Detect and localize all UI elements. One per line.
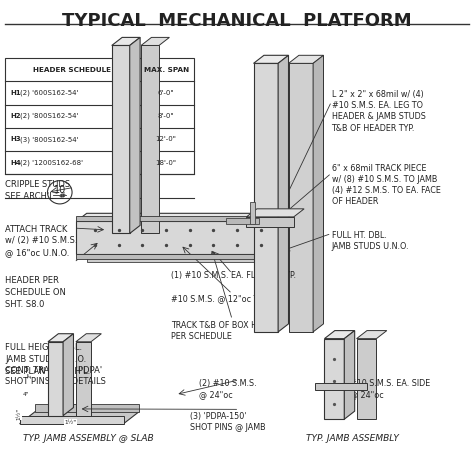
- Text: (1) #10 S.M.S. EA. FLANGE TYP.: (1) #10 S.M.S. EA. FLANGE TYP.: [171, 272, 296, 281]
- Text: H4: H4: [10, 160, 21, 166]
- Polygon shape: [112, 45, 130, 233]
- Text: L 2" x 2" x 68mil w/ (4)
#10 S.M.S. EA. LEG TO
HEADER & JAMB STUDS
T&B OF HEADER: L 2" x 2" x 68mil w/ (4) #10 S.M.S. EA. …: [331, 90, 425, 132]
- Text: 1½": 1½": [16, 408, 21, 420]
- Polygon shape: [141, 45, 159, 233]
- Text: MAX. SPAN: MAX. SPAN: [144, 66, 189, 73]
- Polygon shape: [141, 37, 169, 45]
- Polygon shape: [289, 55, 323, 63]
- Text: TRACK T&B OF BOX HEADER
PER SCHEDULE: TRACK T&B OF BOX HEADER PER SCHEDULE: [171, 321, 284, 341]
- Text: #10 S.M.S. EA. SIDE
@ 24"oc: #10 S.M.S. EA. SIDE @ 24"oc: [350, 379, 431, 399]
- Text: HEADER SCHEDULE: HEADER SCHEDULE: [33, 66, 110, 73]
- Polygon shape: [76, 334, 101, 342]
- Text: (3) '800S162-54': (3) '800S162-54': [19, 136, 78, 143]
- Text: H3: H3: [10, 136, 21, 142]
- Text: TYP. JAMB ASSEMBLY @ SLAB: TYP. JAMB ASSEMBLY @ SLAB: [23, 434, 154, 443]
- Polygon shape: [19, 416, 124, 424]
- Polygon shape: [76, 216, 270, 221]
- Polygon shape: [19, 412, 139, 424]
- Polygon shape: [76, 254, 270, 259]
- Polygon shape: [324, 339, 344, 419]
- Text: CRIPPLE STUDS
SEE ARCH'L. #: CRIPPLE STUDS SEE ARCH'L. #: [5, 180, 71, 201]
- Polygon shape: [254, 55, 289, 63]
- Polygon shape: [278, 55, 289, 332]
- Text: 4": 4": [23, 392, 29, 397]
- Polygon shape: [63, 334, 73, 416]
- Text: 12'-0": 12'-0": [155, 136, 176, 142]
- Polygon shape: [289, 63, 313, 332]
- Text: #10 S.M.S. @ 12"oc TYP.: #10 S.M.S. @ 12"oc TYP.: [171, 294, 269, 303]
- Polygon shape: [87, 221, 291, 229]
- Polygon shape: [254, 63, 278, 332]
- Text: 18'-0": 18'-0": [155, 160, 177, 166]
- Bar: [5, 58, 194, 174]
- Text: TYP. JAMB ASSEMBLY: TYP. JAMB ASSEMBLY: [306, 434, 399, 443]
- Text: TYPICAL  MECHANICAL  PLATFORM: TYPICAL MECHANICAL PLATFORM: [62, 12, 412, 30]
- Text: FULL HEIGHT DBL.
JAMB STUDS U.N.O.
SEE PLAN & ARCH'L.: FULL HEIGHT DBL. JAMB STUDS U.N.O. SEE P…: [5, 343, 91, 376]
- Text: (3) 'PDPA-150'
SHOT PINS @ JAMB: (3) 'PDPA-150' SHOT PINS @ JAMB: [190, 412, 265, 431]
- Text: H1: H1: [10, 90, 21, 96]
- Polygon shape: [324, 330, 355, 339]
- Polygon shape: [35, 404, 139, 412]
- Text: HEADER PER
SCHEDULE ON
SHT. S8.0: HEADER PER SCHEDULE ON SHT. S8.0: [5, 276, 66, 308]
- Polygon shape: [87, 229, 281, 262]
- Polygon shape: [48, 334, 73, 342]
- Polygon shape: [270, 213, 281, 254]
- Text: CONT. TRACK w/ 'PDPA'
SHOT PINS PER DETAILS: CONT. TRACK w/ 'PDPA' SHOT PINS PER DETA…: [5, 365, 106, 386]
- Text: (2) '1200S162-68': (2) '1200S162-68': [19, 159, 82, 166]
- Text: ATTACH TRACK
w/ (2) #10 S.M.S.
@ 16"oc U.N.O.: ATTACH TRACK w/ (2) #10 S.M.S. @ 16"oc U…: [5, 224, 78, 257]
- Text: (2) '600S162-54': (2) '600S162-54': [19, 90, 78, 96]
- Polygon shape: [344, 330, 355, 419]
- Polygon shape: [130, 37, 140, 233]
- Polygon shape: [246, 217, 294, 227]
- Polygon shape: [112, 37, 140, 45]
- Polygon shape: [76, 342, 91, 416]
- Polygon shape: [250, 202, 255, 224]
- Text: H2: H2: [10, 113, 21, 119]
- Polygon shape: [226, 218, 259, 224]
- Text: (2) '800S162-54': (2) '800S162-54': [19, 113, 78, 119]
- Text: 2": 2": [27, 371, 33, 378]
- Polygon shape: [76, 213, 281, 221]
- Polygon shape: [315, 383, 367, 390]
- Text: FULL HT. DBL.
JAMB STUDS U.N.O.: FULL HT. DBL. JAMB STUDS U.N.O.: [331, 231, 409, 251]
- Text: (2) #10 S.M.S.
@ 24"oc: (2) #10 S.M.S. @ 24"oc: [199, 379, 257, 399]
- Polygon shape: [48, 342, 63, 416]
- Text: 6" x 68mil TRACK PIECE
w/ (8) #10 S.M.S. TO JAMB
(4) #12 S.M.S. TO EA. FACE
OF H: 6" x 68mil TRACK PIECE w/ (8) #10 S.M.S.…: [331, 164, 440, 207]
- Polygon shape: [356, 339, 376, 419]
- Polygon shape: [313, 55, 323, 332]
- Text: 6'-0": 6'-0": [158, 90, 174, 96]
- Text: 8'-0": 8'-0": [158, 113, 174, 119]
- Polygon shape: [356, 330, 387, 339]
- Polygon shape: [246, 209, 304, 217]
- Text: 1½": 1½": [64, 420, 76, 425]
- Text: 10: 10: [54, 185, 66, 195]
- Polygon shape: [76, 221, 270, 254]
